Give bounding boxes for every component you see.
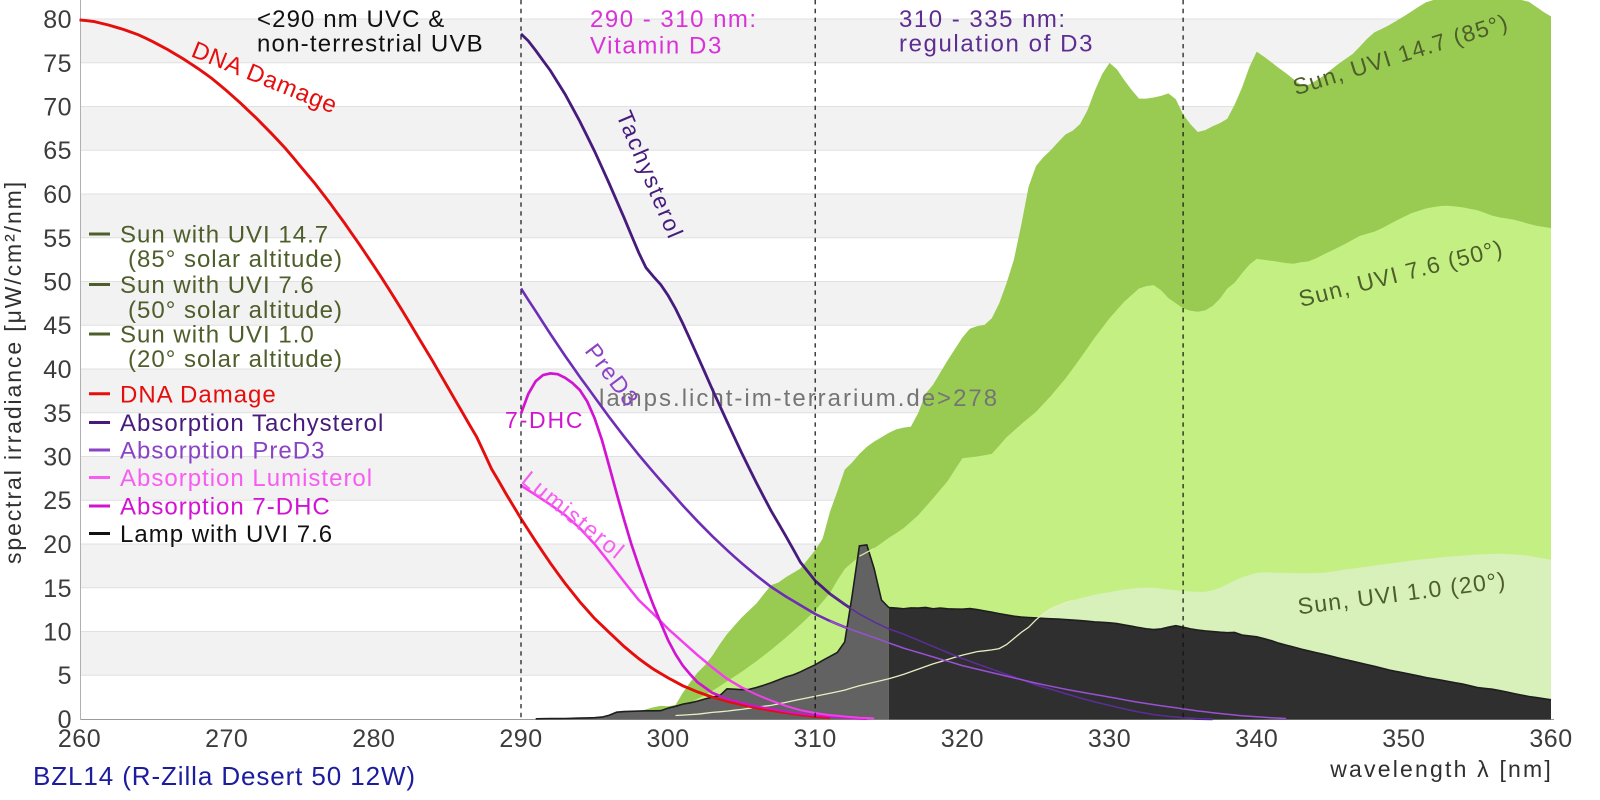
svg-text:Absorption PreD3: Absorption PreD3 bbox=[120, 438, 325, 465]
svg-text:280: 280 bbox=[352, 725, 395, 753]
svg-text:65: 65 bbox=[43, 137, 72, 165]
svg-text:15: 15 bbox=[43, 575, 72, 603]
svg-text:10: 10 bbox=[43, 619, 72, 647]
svg-text:50: 50 bbox=[43, 269, 72, 297]
svg-text:310 - 335 nm:: 310 - 335 nm: bbox=[899, 6, 1067, 33]
svg-text:300: 300 bbox=[646, 725, 689, 753]
svg-text:BZL14 (R-Zilla Desert 50 12W): BZL14 (R-Zilla Desert 50 12W) bbox=[33, 761, 416, 791]
svg-text:40: 40 bbox=[43, 356, 72, 384]
svg-text:(85° solar altitude): (85° solar altitude) bbox=[128, 246, 343, 273]
svg-text:30: 30 bbox=[43, 444, 72, 472]
svg-text:Absorption Lumisterol: Absorption Lumisterol bbox=[120, 465, 373, 492]
svg-text:55: 55 bbox=[43, 225, 72, 253]
svg-text:Absorption 7-DHC: Absorption 7-DHC bbox=[120, 494, 331, 521]
svg-text:Lamp with UVI 7.6: Lamp with UVI 7.6 bbox=[120, 521, 333, 548]
svg-text:20: 20 bbox=[43, 531, 72, 559]
svg-text:Absorption Tachysterol: Absorption Tachysterol bbox=[120, 410, 384, 437]
svg-text:Sun with UVI 1.0: Sun with UVI 1.0 bbox=[120, 322, 315, 349]
svg-text:320: 320 bbox=[941, 725, 984, 753]
svg-text:260: 260 bbox=[58, 725, 101, 753]
svg-text:5: 5 bbox=[58, 662, 72, 690]
svg-text:310: 310 bbox=[794, 725, 837, 753]
svg-text:DNA Damage: DNA Damage bbox=[120, 382, 277, 409]
svg-text:60: 60 bbox=[43, 181, 72, 209]
svg-text:7-DHC: 7-DHC bbox=[505, 407, 584, 433]
svg-text:290: 290 bbox=[499, 725, 542, 753]
svg-text:290 - 310 nm:: 290 - 310 nm: bbox=[590, 6, 758, 33]
svg-text:70: 70 bbox=[43, 94, 72, 122]
svg-text:spectral irradiance [μW/cm²/nm: spectral irradiance [μW/cm²/nm] bbox=[0, 180, 26, 564]
svg-text:regulation of D3: regulation of D3 bbox=[899, 31, 1094, 58]
svg-text:270: 270 bbox=[205, 725, 248, 753]
svg-text:80: 80 bbox=[43, 6, 72, 34]
svg-text:45: 45 bbox=[43, 312, 72, 340]
svg-text:wavelength λ [nm]: wavelength λ [nm] bbox=[1329, 756, 1553, 782]
svg-text:350: 350 bbox=[1382, 725, 1425, 753]
svg-text:75: 75 bbox=[43, 50, 72, 78]
svg-text:Vitamin D3: Vitamin D3 bbox=[590, 33, 723, 60]
svg-text:(20° solar altitude): (20° solar altitude) bbox=[128, 346, 343, 373]
svg-text:25: 25 bbox=[43, 487, 72, 515]
svg-text:(50° solar altitude): (50° solar altitude) bbox=[128, 297, 343, 324]
svg-text:330: 330 bbox=[1088, 725, 1131, 753]
svg-text:non-terrestrial UVB: non-terrestrial UVB bbox=[257, 31, 484, 58]
svg-text:0: 0 bbox=[58, 706, 72, 734]
svg-text:Sun with UVI 14.7: Sun with UVI 14.7 bbox=[120, 222, 329, 249]
svg-text:Sun with UVI 7.6: Sun with UVI 7.6 bbox=[120, 272, 315, 299]
svg-text:lamps.licht-im-terrarium.de>27: lamps.licht-im-terrarium.de>278 bbox=[599, 385, 999, 412]
svg-text:35: 35 bbox=[43, 400, 72, 428]
svg-text:<290 nm UVC &: <290 nm UVC & bbox=[257, 6, 445, 33]
svg-text:340: 340 bbox=[1235, 725, 1278, 753]
svg-text:360: 360 bbox=[1529, 725, 1572, 753]
